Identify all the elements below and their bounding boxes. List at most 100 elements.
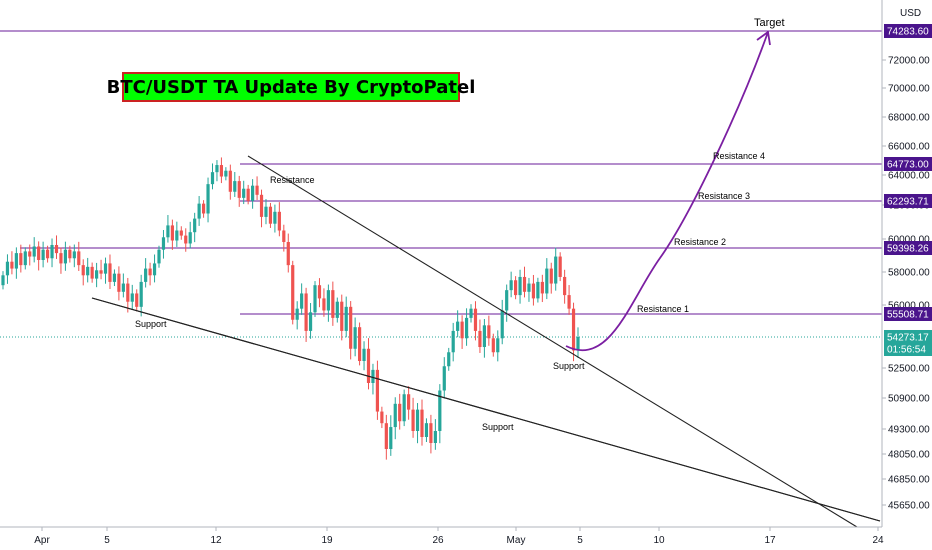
y-tick-label: 68000.00 — [888, 113, 930, 124]
candle-body — [545, 268, 549, 294]
candle-body — [438, 390, 442, 431]
candle-body — [28, 251, 32, 257]
lower-support-trend-line — [92, 298, 880, 527]
candle-body — [576, 337, 580, 351]
candle-body — [139, 281, 143, 307]
candle-body — [264, 206, 268, 217]
candle-body — [563, 276, 567, 296]
candle-body — [95, 270, 99, 279]
y-tick-label: 45650.00 — [888, 501, 930, 512]
support-right-label: Support — [553, 361, 585, 371]
level-price-tag-text: 59398.26 — [887, 244, 929, 255]
candle-body — [496, 338, 500, 353]
y-tick-label: 72000.00 — [888, 56, 930, 67]
candle-body — [108, 263, 112, 282]
candle-body — [206, 184, 210, 214]
candle-body — [144, 268, 148, 282]
y-tick-label: 70000.00 — [888, 84, 930, 95]
candle-body — [251, 185, 255, 201]
candle-body — [398, 403, 402, 422]
support-mid-label: Support — [482, 422, 514, 432]
candle-body — [433, 431, 437, 443]
level-price-tag-text: 55508.71 — [887, 310, 929, 321]
y-tick-label: 52500.00 — [888, 364, 930, 375]
support-left-label: Support — [135, 319, 167, 329]
candle-body — [460, 321, 464, 339]
candle-body — [19, 253, 23, 266]
candle-body — [32, 246, 36, 257]
candle-body — [23, 251, 27, 266]
x-tick-label: May — [507, 535, 526, 546]
y-tick-label: 60000.00 — [888, 235, 930, 246]
resistance-2-label: Resistance 2 — [674, 237, 726, 247]
candle-body — [366, 348, 371, 383]
candle-body — [464, 317, 469, 339]
level-price-tag-text: 62293.71 — [887, 197, 929, 208]
resistance-1-label: Resistance 1 — [637, 304, 689, 314]
resistance-label: Resistance — [270, 175, 315, 185]
candle-body — [224, 170, 228, 177]
candle-body — [117, 273, 121, 292]
x-tick-label: 17 — [764, 535, 776, 546]
candle-body — [197, 203, 201, 219]
x-tick-label: 19 — [321, 535, 333, 546]
x-tick-label: 26 — [432, 535, 444, 546]
candle-body — [420, 409, 424, 437]
candle-body — [242, 188, 246, 198]
candle-body — [233, 181, 237, 192]
candle-body — [513, 280, 518, 296]
candle-body — [112, 273, 117, 282]
target-label: Target — [754, 17, 785, 29]
candle-body — [152, 263, 157, 276]
candle-body — [558, 256, 562, 277]
candle-body — [188, 232, 192, 244]
candle-body — [90, 266, 94, 279]
level-price-tag — [884, 241, 932, 255]
candle-body — [308, 312, 313, 331]
current-price-text: 54273.17 — [887, 332, 929, 343]
y-tick-label: 64000.00 — [888, 171, 930, 182]
x-tick-label: 5 — [104, 535, 110, 546]
candle-body — [277, 211, 281, 231]
y-tick-label: 46850.00 — [888, 475, 930, 486]
candle-body — [362, 348, 366, 362]
candle-body — [415, 409, 420, 431]
candle-body — [255, 185, 259, 195]
candle-body — [228, 170, 232, 192]
candle-body — [353, 327, 357, 349]
candle-body — [126, 283, 130, 302]
candle-body — [193, 218, 197, 233]
candle-body — [161, 237, 166, 250]
candle-body — [451, 330, 455, 353]
candle-body — [14, 253, 18, 269]
candle-body — [295, 308, 299, 320]
currency-label: USD — [900, 8, 921, 19]
level-price-tag — [884, 157, 932, 171]
candle-body — [72, 251, 76, 259]
candle-body — [170, 225, 174, 241]
candle-body — [478, 330, 482, 348]
candles — [1, 157, 580, 460]
candle-body — [424, 423, 429, 437]
candle-body — [456, 321, 460, 331]
candle-body — [1, 275, 5, 286]
level-price-tag — [884, 24, 932, 38]
candle-body — [340, 301, 344, 331]
candle-body — [77, 251, 81, 266]
level-price-tag-text: 74283.60 — [887, 27, 929, 38]
candle-body — [148, 268, 152, 276]
resistance-trend-line — [247, 155, 858, 528]
candle-body — [273, 211, 277, 224]
x-tick-label: 24 — [872, 535, 884, 546]
candle-body — [210, 172, 215, 185]
y-tick-label: 49300.00 — [888, 425, 930, 436]
candle-body — [259, 194, 264, 217]
candle-body — [335, 301, 339, 318]
candle-body — [491, 338, 495, 353]
candle-body — [540, 281, 544, 294]
candle-body — [393, 403, 397, 428]
projection-arrowhead — [756, 30, 771, 46]
current-price-tag — [884, 329, 932, 356]
candle-body — [237, 181, 241, 198]
